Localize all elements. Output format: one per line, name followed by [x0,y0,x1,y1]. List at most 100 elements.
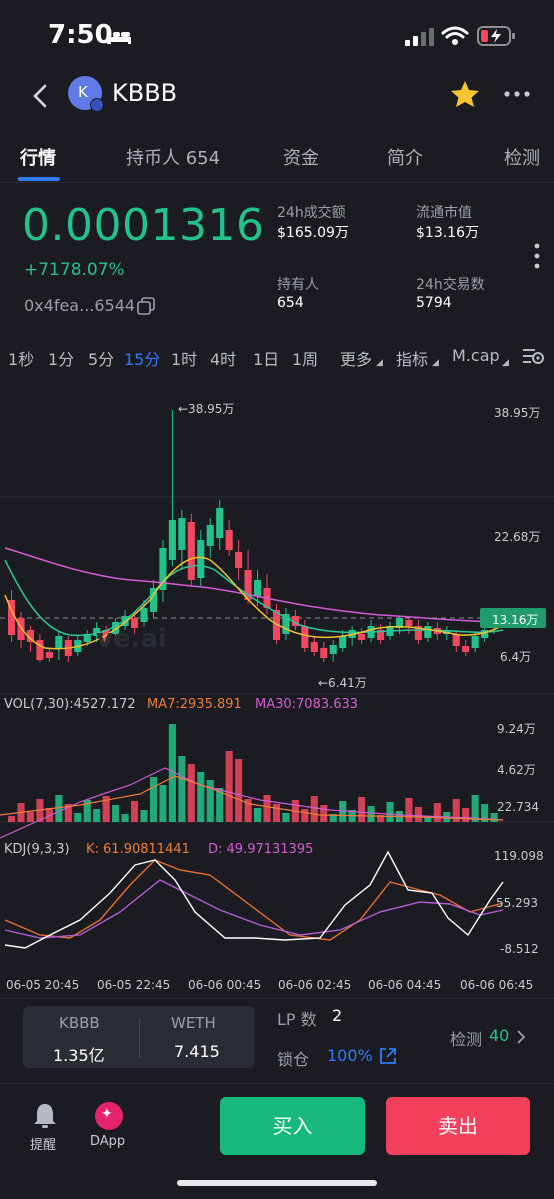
interval-1s[interactable]: 1秒 [8,350,35,369]
candle-body [149,588,158,612]
chart-settings-icon[interactable] [521,346,545,366]
volume-bar [93,809,101,822]
tab-check[interactable]: 检测 [504,148,540,169]
mcap-menu[interactable]: M.cap [452,346,500,365]
kdj-k: K: 61.90811441 [86,842,190,857]
current-mcap-tag-label: 13.16万 [492,613,539,627]
kline-chart-area[interactable]: ←38.95万 ←6.41万 ve.ai 38.95万 22.68万 13.16… [0,390,554,998]
candle-body [481,630,489,638]
candle-body [471,636,479,648]
candle-body [140,608,148,622]
candle-body [112,622,120,634]
volume-bar [263,795,271,822]
buy-button[interactable]: 买入 [220,1097,365,1155]
pool-card-divider [139,1018,140,1058]
pool-info-bar [0,998,554,1084]
tab-funds[interactable]: 资金 [283,148,319,169]
tab-intro[interactable]: 简介 [387,148,423,169]
candle-body [272,610,281,640]
time-label-4: 06-06 02:45 [278,978,352,992]
candle-body [244,570,252,600]
volume-bar [310,796,318,822]
candle-body [405,620,413,626]
volume-bar [235,759,243,822]
candle-body [414,626,422,640]
alert-button[interactable]: 提醒 [30,1100,60,1156]
tx24-value: 5794 [416,295,452,311]
interval-1m[interactable]: 1分 [48,350,75,369]
external-link-icon[interactable] [379,1047,397,1065]
check-score-link[interactable]: 检测 40 [450,1026,540,1050]
lock-value[interactable]: 100% [327,1046,373,1065]
back-arrow-icon[interactable] [30,83,50,109]
volume-bar [55,795,63,822]
kdj-axis-label-2: 55.293 [496,896,538,910]
candle-body [168,520,176,560]
candle-body [282,614,290,634]
bed-icon [107,30,131,44]
volume-bar [159,785,167,822]
low-price-marker: ←6.41万 [318,676,367,690]
alert-label: 提醒 [30,1138,57,1153]
candle-body [424,626,432,638]
sell-button[interactable]: 卖出 [386,1097,530,1155]
current-mcap-tag: 13.16万 [480,608,546,628]
tab-holders[interactable]: 持币人 654 [126,148,221,169]
volume-bar [254,808,262,822]
candle-body [8,600,16,635]
volume-bar [112,805,120,822]
volume-bar [490,813,498,822]
time-label-5: 06-06 04:45 [368,978,442,992]
pool-token-a: KBBB [59,1014,100,1032]
bell-icon [34,1104,56,1128]
interval-more[interactable]: 更多 [340,350,373,369]
tab-bar: 行情 持币人 654 资金 简介 检测 [0,130,554,183]
indicator-menu[interactable]: 指标 [396,350,429,369]
candle-body [339,636,347,648]
volume-bar [452,799,460,822]
volume-bar [329,814,337,822]
interval-5m[interactable]: 5分 [88,350,115,369]
interval-1h[interactable]: 1时 [171,350,198,369]
volume-bar [64,804,72,822]
volume-bar [102,796,110,822]
candle-body [26,630,35,642]
interval-1d[interactable]: 1日 [253,350,280,369]
holders-value: 654 [277,295,304,311]
token-avatar: K [68,76,104,112]
vol-axis-label-3: 22.734 [497,800,539,814]
time-label-2: 06-05 22:45 [97,978,171,992]
volume-bar [414,807,422,822]
volume-bar [481,804,489,822]
volume-bar [405,798,413,822]
candle-body [377,630,385,640]
vertical-more-icon[interactable] [533,243,541,269]
star-icon[interactable] [450,80,480,108]
kdj-axis-label-3: -8.512 [500,942,539,956]
candle-body [329,645,337,654]
kdj-header: KDJ(9,3,3) [4,842,70,857]
home-indicator [177,1180,377,1186]
dapp-button[interactable]: ✦ DApp [90,1100,134,1156]
tab-market[interactable]: 行情 [20,148,56,169]
high-price-marker: ←38.95万 [178,402,235,416]
interval-1w[interactable]: 1周 [292,350,319,369]
indicator-caret-icon: ◢ [432,358,439,368]
tab-active-indicator [18,177,60,181]
interval-4h[interactable]: 4时 [210,350,237,369]
vol-header: VOL(7,30):4527.172 [4,697,136,712]
kline-chart-svg[interactable] [0,390,554,998]
pool-amount-b: 7.415 [174,1042,220,1061]
interval-15m[interactable]: 15分 [124,350,161,369]
watermark: ve.ai [96,624,167,654]
candle-body [206,525,214,546]
volume-bar [320,805,328,822]
volume-bar [197,772,205,822]
candle-body [291,616,299,626]
candle-body [17,618,25,640]
candle-body [178,518,186,550]
price-axis-label-4: 6.4万 [500,650,532,664]
more-icon[interactable] [504,90,530,98]
volume-bar [83,800,91,822]
copy-icon[interactable] [137,297,155,315]
